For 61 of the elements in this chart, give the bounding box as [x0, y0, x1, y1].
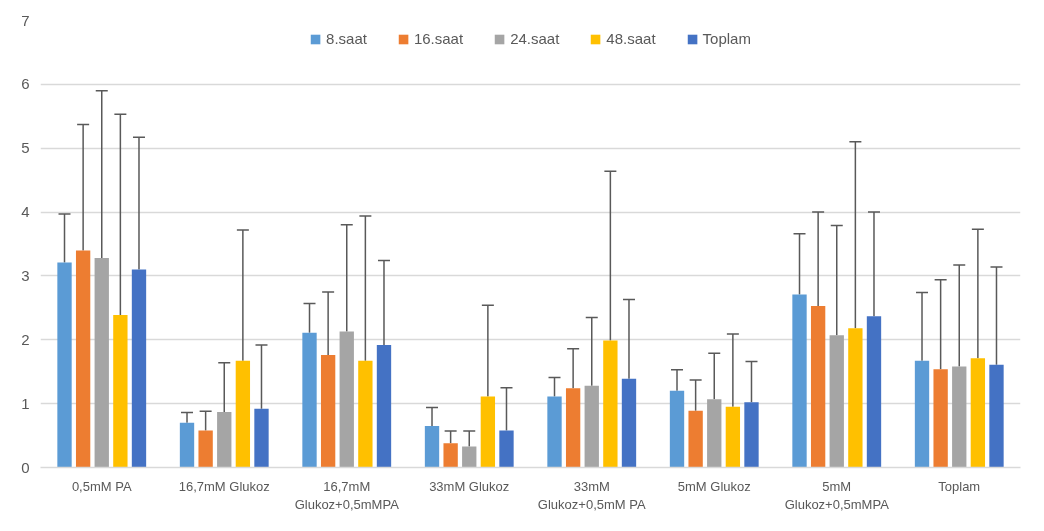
bar	[989, 364, 1004, 468]
bar	[235, 360, 251, 468]
x-tick-label: 5mM Glukoz+0,5mMPA	[784, 478, 890, 512]
bar	[179, 422, 195, 468]
bar	[443, 443, 458, 468]
bar	[621, 378, 637, 468]
bar	[603, 340, 618, 468]
y-tick-label: 5	[21, 139, 30, 157]
bar	[75, 250, 91, 468]
x-tick-label: Toplam	[938, 478, 981, 494]
bar	[113, 314, 128, 468]
bar	[376, 344, 392, 468]
y-tick-label: 7	[21, 11, 30, 29]
bar	[217, 411, 232, 468]
y-tick-label: 1	[21, 394, 30, 412]
bar	[848, 328, 863, 468]
bar	[952, 366, 967, 468]
bar	[914, 360, 930, 468]
bar	[358, 360, 373, 468]
bar	[933, 369, 948, 468]
bar	[669, 390, 685, 468]
bar	[688, 410, 703, 468]
bar	[547, 396, 562, 468]
bar	[462, 446, 477, 468]
bar	[499, 430, 514, 468]
x-tick-label: 0,5mM PA	[71, 478, 132, 494]
bar	[302, 332, 317, 468]
bar	[866, 316, 882, 468]
bar	[57, 262, 72, 468]
y-tick-label: 3	[21, 266, 30, 284]
x-tick-label: 33mM Glukoz	[429, 478, 510, 494]
legend-label: 24.saat	[510, 30, 560, 47]
legend-label: Toplam	[702, 30, 751, 47]
legend-label: 48.saat	[606, 30, 656, 47]
x-tick-label: 16,7mM Glukoz+0,5mMPA	[294, 478, 400, 512]
bar	[320, 355, 336, 468]
bar	[424, 425, 440, 468]
y-tick-label: 2	[21, 330, 30, 348]
bar	[254, 408, 269, 468]
y-tick-label: 6	[21, 75, 30, 93]
bar	[584, 385, 599, 468]
bar	[744, 402, 759, 468]
bar	[339, 331, 354, 468]
y-tick-label: 4	[21, 203, 30, 221]
bar	[198, 430, 213, 468]
x-tick-label: 33mM Glukoz+0,5mM PA	[537, 478, 646, 512]
bar	[792, 294, 807, 468]
legend-label: 16.saat	[413, 30, 464, 47]
bar	[131, 269, 147, 468]
y-tick-label: 0	[21, 458, 30, 476]
bar	[94, 258, 109, 468]
bar	[725, 406, 741, 468]
x-tick-label: 5mM Glukoz	[677, 478, 751, 494]
x-tick-label: 16,7mM Glukoz	[178, 478, 270, 494]
bar	[565, 388, 581, 468]
bar	[829, 335, 844, 468]
bar	[480, 396, 496, 468]
bar	[707, 399, 722, 468]
bar	[810, 305, 826, 468]
bar	[970, 358, 986, 468]
legend-label: 8.saat	[326, 30, 367, 47]
